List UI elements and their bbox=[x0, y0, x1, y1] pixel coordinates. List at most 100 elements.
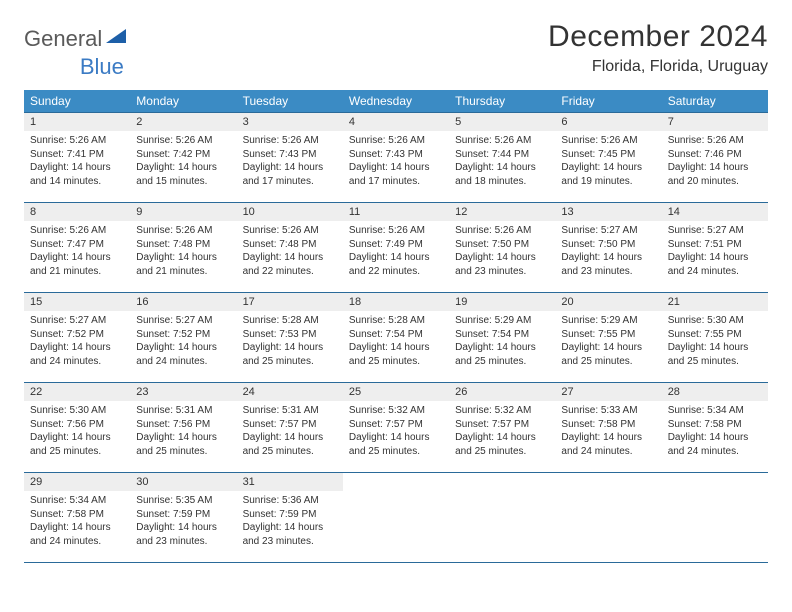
calendar-table: SundayMondayTuesdayWednesdayThursdayFrid… bbox=[24, 90, 768, 563]
month-title: December 2024 bbox=[548, 20, 768, 54]
day-details: Sunrise: 5:34 AMSunset: 7:58 PMDaylight:… bbox=[662, 401, 768, 462]
day-details: Sunrise: 5:29 AMSunset: 7:55 PMDaylight:… bbox=[555, 311, 661, 372]
calendar-cell: 15Sunrise: 5:27 AMSunset: 7:52 PMDayligh… bbox=[24, 293, 130, 383]
day-details: Sunrise: 5:31 AMSunset: 7:57 PMDaylight:… bbox=[237, 401, 343, 462]
calendar-cell: 30Sunrise: 5:35 AMSunset: 7:59 PMDayligh… bbox=[130, 473, 236, 563]
calendar-cell: 8Sunrise: 5:26 AMSunset: 7:47 PMDaylight… bbox=[24, 203, 130, 293]
calendar-cell: 22Sunrise: 5:30 AMSunset: 7:56 PMDayligh… bbox=[24, 383, 130, 473]
weekday-header: Tuesday bbox=[237, 90, 343, 113]
day-number: 8 bbox=[24, 203, 130, 221]
day-details: Sunrise: 5:29 AMSunset: 7:54 PMDaylight:… bbox=[449, 311, 555, 372]
calendar-cell: 1Sunrise: 5:26 AMSunset: 7:41 PMDaylight… bbox=[24, 113, 130, 203]
calendar-cell: 14Sunrise: 5:27 AMSunset: 7:51 PMDayligh… bbox=[662, 203, 768, 293]
day-details: Sunrise: 5:26 AMSunset: 7:50 PMDaylight:… bbox=[449, 221, 555, 282]
title-block: December 2024 Florida, Florida, Uruguay bbox=[548, 20, 768, 76]
calendar-cell bbox=[555, 473, 661, 563]
day-number: 15 bbox=[24, 293, 130, 311]
day-number: 25 bbox=[343, 383, 449, 401]
weekday-header: Friday bbox=[555, 90, 661, 113]
day-number: 11 bbox=[343, 203, 449, 221]
day-number: 7 bbox=[662, 113, 768, 131]
calendar-cell bbox=[343, 473, 449, 563]
weekday-header: Saturday bbox=[662, 90, 768, 113]
day-number: 1 bbox=[24, 113, 130, 131]
calendar-row: 22Sunrise: 5:30 AMSunset: 7:56 PMDayligh… bbox=[24, 383, 768, 473]
weekday-header: Wednesday bbox=[343, 90, 449, 113]
calendar-row: 29Sunrise: 5:34 AMSunset: 7:58 PMDayligh… bbox=[24, 473, 768, 563]
day-details: Sunrise: 5:30 AMSunset: 7:55 PMDaylight:… bbox=[662, 311, 768, 372]
day-details: Sunrise: 5:26 AMSunset: 7:45 PMDaylight:… bbox=[555, 131, 661, 192]
calendar-cell: 6Sunrise: 5:26 AMSunset: 7:45 PMDaylight… bbox=[555, 113, 661, 203]
logo: General bbox=[24, 26, 128, 52]
day-details: Sunrise: 5:34 AMSunset: 7:58 PMDaylight:… bbox=[24, 491, 130, 552]
day-number: 18 bbox=[343, 293, 449, 311]
calendar-cell: 29Sunrise: 5:34 AMSunset: 7:58 PMDayligh… bbox=[24, 473, 130, 563]
calendar-cell bbox=[449, 473, 555, 563]
day-details: Sunrise: 5:26 AMSunset: 7:42 PMDaylight:… bbox=[130, 131, 236, 192]
calendar-cell: 17Sunrise: 5:28 AMSunset: 7:53 PMDayligh… bbox=[237, 293, 343, 383]
calendar-cell: 10Sunrise: 5:26 AMSunset: 7:48 PMDayligh… bbox=[237, 203, 343, 293]
weekday-header: Thursday bbox=[449, 90, 555, 113]
day-number: 12 bbox=[449, 203, 555, 221]
day-details: Sunrise: 5:32 AMSunset: 7:57 PMDaylight:… bbox=[343, 401, 449, 462]
day-number: 19 bbox=[449, 293, 555, 311]
calendar-cell: 13Sunrise: 5:27 AMSunset: 7:50 PMDayligh… bbox=[555, 203, 661, 293]
calendar-cell: 5Sunrise: 5:26 AMSunset: 7:44 PMDaylight… bbox=[449, 113, 555, 203]
day-number: 9 bbox=[130, 203, 236, 221]
calendar-cell: 28Sunrise: 5:34 AMSunset: 7:58 PMDayligh… bbox=[662, 383, 768, 473]
day-details: Sunrise: 5:27 AMSunset: 7:50 PMDaylight:… bbox=[555, 221, 661, 282]
day-number: 14 bbox=[662, 203, 768, 221]
calendar-body: 1Sunrise: 5:26 AMSunset: 7:41 PMDaylight… bbox=[24, 113, 768, 563]
calendar-row: 15Sunrise: 5:27 AMSunset: 7:52 PMDayligh… bbox=[24, 293, 768, 383]
day-details: Sunrise: 5:26 AMSunset: 7:43 PMDaylight:… bbox=[343, 131, 449, 192]
calendar-cell bbox=[662, 473, 768, 563]
day-details: Sunrise: 5:31 AMSunset: 7:56 PMDaylight:… bbox=[130, 401, 236, 462]
calendar-cell: 26Sunrise: 5:32 AMSunset: 7:57 PMDayligh… bbox=[449, 383, 555, 473]
calendar-cell: 20Sunrise: 5:29 AMSunset: 7:55 PMDayligh… bbox=[555, 293, 661, 383]
day-number: 29 bbox=[24, 473, 130, 491]
day-details: Sunrise: 5:33 AMSunset: 7:58 PMDaylight:… bbox=[555, 401, 661, 462]
calendar-cell: 25Sunrise: 5:32 AMSunset: 7:57 PMDayligh… bbox=[343, 383, 449, 473]
day-details: Sunrise: 5:26 AMSunset: 7:49 PMDaylight:… bbox=[343, 221, 449, 282]
day-details: Sunrise: 5:26 AMSunset: 7:43 PMDaylight:… bbox=[237, 131, 343, 192]
calendar-cell: 21Sunrise: 5:30 AMSunset: 7:55 PMDayligh… bbox=[662, 293, 768, 383]
day-details: Sunrise: 5:35 AMSunset: 7:59 PMDaylight:… bbox=[130, 491, 236, 552]
calendar-cell: 12Sunrise: 5:26 AMSunset: 7:50 PMDayligh… bbox=[449, 203, 555, 293]
day-details: Sunrise: 5:28 AMSunset: 7:54 PMDaylight:… bbox=[343, 311, 449, 372]
calendar-cell: 7Sunrise: 5:26 AMSunset: 7:46 PMDaylight… bbox=[662, 113, 768, 203]
calendar-row: 1Sunrise: 5:26 AMSunset: 7:41 PMDaylight… bbox=[24, 113, 768, 203]
day-details: Sunrise: 5:26 AMSunset: 7:48 PMDaylight:… bbox=[130, 221, 236, 282]
day-number: 31 bbox=[237, 473, 343, 491]
calendar-row: 8Sunrise: 5:26 AMSunset: 7:47 PMDaylight… bbox=[24, 203, 768, 293]
day-number: 30 bbox=[130, 473, 236, 491]
day-details: Sunrise: 5:26 AMSunset: 7:46 PMDaylight:… bbox=[662, 131, 768, 192]
day-number: 22 bbox=[24, 383, 130, 401]
day-number: 26 bbox=[449, 383, 555, 401]
calendar-cell: 4Sunrise: 5:26 AMSunset: 7:43 PMDaylight… bbox=[343, 113, 449, 203]
calendar-cell: 2Sunrise: 5:26 AMSunset: 7:42 PMDaylight… bbox=[130, 113, 236, 203]
logo-text-blue: Blue bbox=[80, 54, 124, 80]
calendar-cell: 23Sunrise: 5:31 AMSunset: 7:56 PMDayligh… bbox=[130, 383, 236, 473]
location-text: Florida, Florida, Uruguay bbox=[548, 58, 768, 76]
day-number: 3 bbox=[237, 113, 343, 131]
weekday-header: Monday bbox=[130, 90, 236, 113]
day-number: 27 bbox=[555, 383, 661, 401]
weekday-header: Sunday bbox=[24, 90, 130, 113]
day-details: Sunrise: 5:32 AMSunset: 7:57 PMDaylight:… bbox=[449, 401, 555, 462]
day-number: 16 bbox=[130, 293, 236, 311]
calendar-cell: 11Sunrise: 5:26 AMSunset: 7:49 PMDayligh… bbox=[343, 203, 449, 293]
day-number: 28 bbox=[662, 383, 768, 401]
day-details: Sunrise: 5:30 AMSunset: 7:56 PMDaylight:… bbox=[24, 401, 130, 462]
calendar-cell: 9Sunrise: 5:26 AMSunset: 7:48 PMDaylight… bbox=[130, 203, 236, 293]
calendar-cell: 16Sunrise: 5:27 AMSunset: 7:52 PMDayligh… bbox=[130, 293, 236, 383]
day-details: Sunrise: 5:26 AMSunset: 7:44 PMDaylight:… bbox=[449, 131, 555, 192]
calendar-cell: 24Sunrise: 5:31 AMSunset: 7:57 PMDayligh… bbox=[237, 383, 343, 473]
logo-text-general: General bbox=[24, 26, 102, 52]
day-number: 21 bbox=[662, 293, 768, 311]
day-number: 13 bbox=[555, 203, 661, 221]
calendar-cell: 18Sunrise: 5:28 AMSunset: 7:54 PMDayligh… bbox=[343, 293, 449, 383]
day-number: 5 bbox=[449, 113, 555, 131]
calendar-cell: 27Sunrise: 5:33 AMSunset: 7:58 PMDayligh… bbox=[555, 383, 661, 473]
day-number: 20 bbox=[555, 293, 661, 311]
day-number: 17 bbox=[237, 293, 343, 311]
